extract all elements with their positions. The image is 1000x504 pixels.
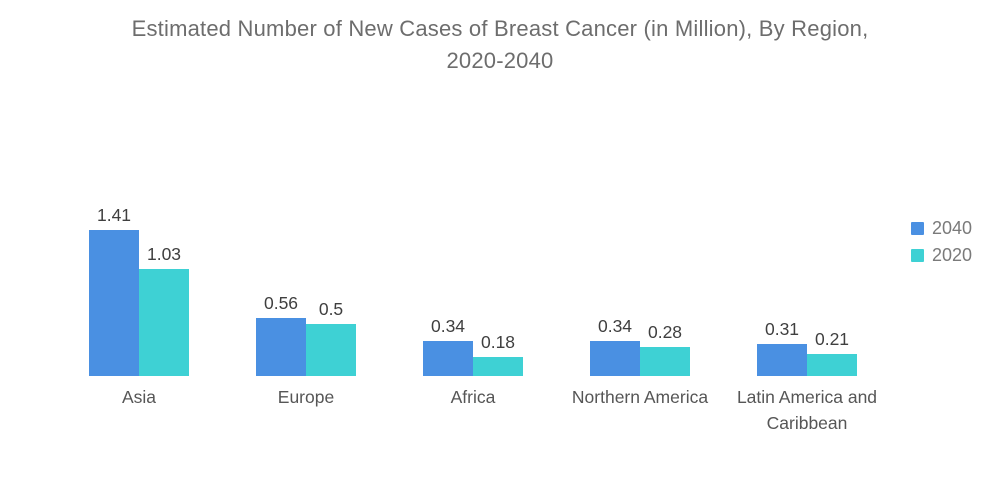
value-label-2040-asia: 1.41: [96, 204, 132, 225]
legend-swatch-2020-icon: [911, 249, 924, 262]
value-label-2040-europe: 0.56: [263, 292, 299, 313]
legend-label-2020: 2020: [932, 245, 973, 265]
legend-item-2040: 2040: [911, 219, 972, 238]
value-label-2040-northern-america: 0.34: [597, 315, 633, 336]
bar-2040-africa: 0.34: [423, 316, 473, 376]
value-label-2020-africa: 0.18: [480, 332, 516, 353]
chart-title: Estimated Number of New Cases of Breast …: [0, 13, 1000, 77]
legend-label-2040: 2040: [932, 218, 973, 238]
bar-2040-asia: 1.41: [89, 205, 139, 376]
category-label-latin-america-and-caribbean: Latin America and Caribbean: [736, 387, 878, 433]
value-label-2040-latin-america-and-caribbean: 0.31: [764, 318, 800, 339]
bar-2040-latin-america-and-caribbean: 0.31: [757, 319, 807, 376]
value-label-2020-latin-america-and-caribbean: 0.21: [814, 329, 850, 350]
legend: 2040 2020: [911, 219, 972, 265]
category-label-africa: Africa: [450, 387, 496, 407]
chart-title-line1: Estimated Number of New Cases of Breast …: [131, 16, 869, 41]
chart-title-line2: 2020-2040: [446, 48, 554, 73]
bar-2020-latin-america-and-caribbean: 0.21: [807, 329, 857, 376]
category-label-europe: Europe: [277, 387, 335, 407]
category-label-northern-america: Northern America: [571, 387, 709, 407]
bar-2020-asia: 1.03: [139, 244, 189, 376]
value-label-2040-africa: 0.34: [430, 315, 466, 336]
bar-2020-europe: 0.5: [306, 299, 356, 376]
category-label-asia: Asia: [121, 387, 157, 407]
bar-2040-europe: 0.56: [256, 293, 306, 376]
value-label-2020-europe: 0.5: [318, 299, 344, 320]
value-label-2020-northern-america: 0.28: [647, 322, 683, 342]
bar-2020-northern-america: 0.28: [640, 322, 690, 376]
bar-2020-africa: 0.18: [473, 332, 523, 376]
value-label-2020-asia: 1.03: [146, 244, 182, 265]
bar-2040-northern-america: 0.34: [590, 316, 640, 376]
legend-swatch-2040-icon: [911, 222, 924, 235]
legend-item-2020: 2020: [911, 246, 972, 265]
